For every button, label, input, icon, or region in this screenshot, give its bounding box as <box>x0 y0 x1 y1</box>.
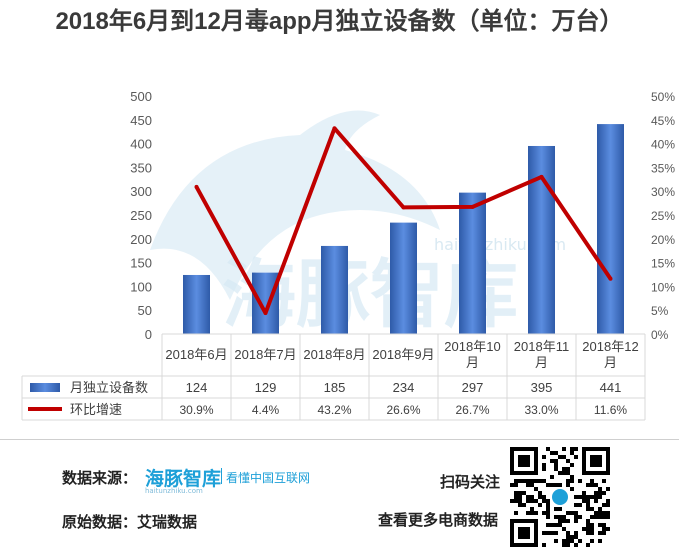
left-tick-label: 50 <box>138 303 152 318</box>
brand-tagline: 看懂中国互联网 <box>226 471 311 485</box>
right-tick-label: 5% <box>651 304 669 318</box>
right-tick-label: 45% <box>651 114 675 128</box>
growth-value-7: 11.6% <box>594 403 627 417</box>
growth-point-7 <box>608 276 613 281</box>
bar-series <box>183 124 624 334</box>
growth-value-4: 26.6% <box>386 403 420 417</box>
left-tick-label: 500 <box>130 89 152 104</box>
category-label-7: 2018年12 月 <box>582 339 638 370</box>
right-tick-label: 40% <box>651 138 675 152</box>
legend-line-label: 环比增速 <box>70 402 122 417</box>
right-tick-label: 30% <box>651 185 675 199</box>
brand-separator <box>221 468 222 484</box>
left-tick-label: 450 <box>130 113 152 128</box>
category-label-3: 2018年8月 <box>303 347 365 362</box>
brand-logo: 海豚智库 <box>145 468 222 490</box>
legend-bar-swatch <box>30 383 60 392</box>
bar-value-3: 185 <box>324 380 346 395</box>
left-tick-label: 0 <box>145 327 152 342</box>
legend-bar-label: 月独立设备数 <box>70 380 148 395</box>
bar-3 <box>321 245 348 334</box>
growth-value-3: 43.2% <box>317 403 351 417</box>
line-series <box>194 126 613 316</box>
right-tick-label: 35% <box>651 161 675 175</box>
left-tick-label: 350 <box>130 160 152 175</box>
category-label-5: 2018年10 月 <box>444 339 500 370</box>
origin-label: 原始数据：艾瑞数据 <box>62 513 198 531</box>
right-tick-label: 10% <box>651 280 675 294</box>
bar-4 <box>390 222 417 334</box>
right-axis: 0% 5% 10% 15% 20% 25% 30% 35% 40% 45% 50% <box>651 90 675 342</box>
category-label-4: 2018年9月 <box>372 347 434 362</box>
data-table: 2018年6月 2018年7月 2018年8月 2018年9月 2018年10 月 2018… <box>21 333 646 421</box>
left-tick-label: 300 <box>130 184 152 199</box>
growth-value-6: 33.0% <box>524 403 558 417</box>
source-label: 数据来源： <box>62 469 138 487</box>
bar-value-2: 129 <box>255 380 277 395</box>
growth-point-3 <box>332 126 337 131</box>
right-tick-label: 50% <box>651 90 675 104</box>
category-label-1: 2018年6月 <box>165 347 227 362</box>
right-tick-label: 0% <box>651 328 669 342</box>
bar-value-6: 395 <box>531 380 553 395</box>
bar-value-4: 234 <box>393 380 415 395</box>
category-label-6: 2018年11 月 <box>514 339 569 370</box>
growth-value-1: 30.9% <box>179 403 213 417</box>
bar-5 <box>459 192 486 334</box>
left-tick-label: 200 <box>130 232 152 247</box>
growth-value-5: 26.7% <box>455 403 489 417</box>
watermark-dolphin-icon <box>150 110 440 300</box>
right-tick-label: 25% <box>651 209 675 223</box>
footer-divider <box>0 439 679 440</box>
growth-point-4 <box>401 205 406 210</box>
growth-point-6 <box>539 174 544 179</box>
more-data-label: 查看更多电商数据 <box>378 511 499 529</box>
scan-label: 扫码关注 <box>440 473 501 491</box>
bar-2 <box>252 272 279 334</box>
category-label-2: 2018年7月 <box>234 347 296 362</box>
bar-value-1: 124 <box>186 380 208 395</box>
right-tick-label: 20% <box>651 233 675 247</box>
left-tick-label: 250 <box>130 208 152 223</box>
left-axis: 0 50 100 150 200 250 300 350 400 450 500 <box>130 89 152 342</box>
qr-code-icon[interactable] <box>510 447 610 547</box>
bar-value-5: 297 <box>462 380 484 395</box>
bar-7 <box>597 124 624 334</box>
chart-title: 2018年6月到12月毒app月独立设备数（单位：万台） <box>55 8 624 35</box>
bar-1 <box>183 274 210 334</box>
right-tick-label: 15% <box>651 257 675 271</box>
bar-value-7: 441 <box>600 380 622 395</box>
growth-point-2 <box>263 311 268 316</box>
left-tick-label: 100 <box>130 279 152 294</box>
growth-point-5 <box>470 204 475 209</box>
bar-6 <box>528 145 555 334</box>
left-tick-label: 400 <box>130 137 152 152</box>
left-tick-label: 150 <box>130 256 152 271</box>
growth-point-1 <box>194 184 199 189</box>
growth-value-2: 4.4% <box>252 403 280 417</box>
brand-url: haitunzhiku.com <box>145 487 203 495</box>
